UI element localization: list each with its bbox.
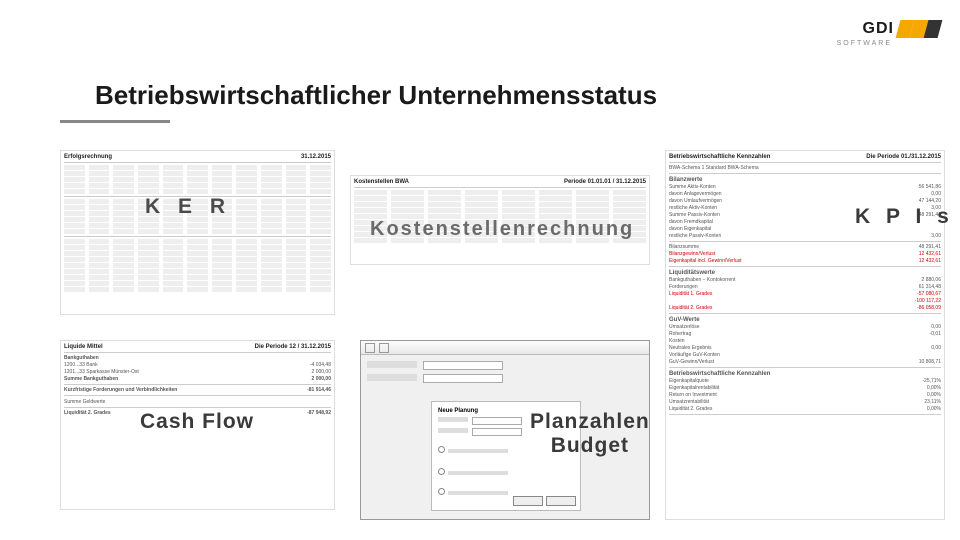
kostenstellen-label: Kostenstellenrechnung [370,218,634,241]
ker-panel: Erfolgsrechnung31.12.2015 [60,150,335,315]
title-underline [60,120,170,123]
toolbar-icon[interactable] [379,343,389,353]
ok-button[interactable] [513,496,543,506]
dropdown[interactable] [423,374,503,383]
input-field[interactable] [472,417,522,425]
cashflow-label: Cash Flow [140,410,254,434]
radio[interactable] [438,446,445,453]
dropdown[interactable] [423,361,503,370]
input-field[interactable] [472,428,522,436]
dialog-body [361,355,649,393]
dialog-toolbar [361,341,649,355]
kpis-label: K P I s [855,205,954,229]
planzahlen-text: Planzahlen [530,410,650,433]
budget-text: Budget [551,434,629,457]
page-title: Betriebswirtschaftlicher Unternehmenssta… [95,80,657,111]
logo: GDI [863,20,940,38]
ker-label: K E R [145,195,231,219]
planzahlen-label: Planzahlen Budget [530,410,650,458]
radio[interactable] [438,488,445,495]
toolbar-icon[interactable] [365,343,375,353]
logo-text: GDI [863,20,894,38]
cancel-button[interactable] [546,496,576,506]
radio[interactable] [438,468,445,475]
logo-stripes [898,20,940,38]
logo-subtext: SOFTWARE [837,40,892,47]
